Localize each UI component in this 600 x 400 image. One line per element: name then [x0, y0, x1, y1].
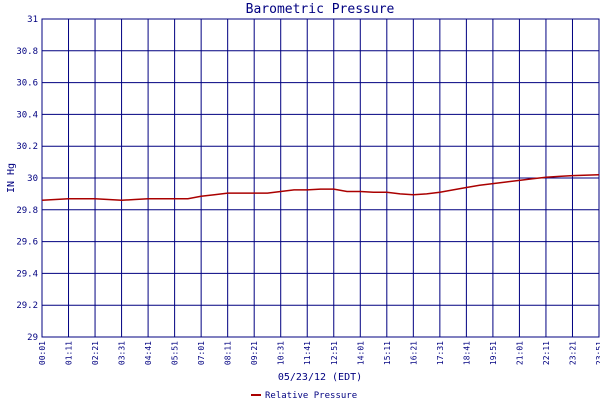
x-tick-label: 22:11	[542, 341, 551, 365]
x-tick-label: 18:41	[462, 341, 471, 365]
x-tick-label: 23:21	[568, 341, 577, 365]
y-tick-label: 30.8	[16, 47, 38, 57]
series-layer	[41, 174, 600, 202]
x-tick-label: 09:21	[250, 341, 259, 365]
x-tick-label: 15:11	[383, 341, 392, 365]
x-tick-label: 02:21	[91, 341, 100, 365]
x-tick-label: 19:51	[489, 341, 498, 365]
chart-title: Barometric Pressure	[246, 2, 395, 17]
x-tick-label: 01:11	[65, 341, 74, 365]
series-line-relative-pressure	[41, 174, 600, 202]
x-tick-label: 08:11	[224, 341, 233, 365]
y-tick-label: 29.8	[16, 206, 38, 216]
y-axis-ticks: 29 29.2 29.4 29.6 29.8 30 30.2 30.4 30.6 30.8 31	[16, 15, 38, 343]
x-tick-label: 17:31	[436, 341, 445, 365]
y-tick-label: 31	[27, 15, 38, 25]
y-tick-label: 30.6	[16, 79, 38, 89]
x-tick-label: 21:01	[515, 341, 524, 365]
x-tick-label: 05:51	[171, 341, 180, 365]
y-tick-label: 30	[27, 174, 38, 184]
x-tick-label: 14:01	[356, 341, 365, 365]
x-tick-label: 16:21	[409, 341, 418, 365]
y-axis-label: IN Hg	[6, 163, 17, 193]
plot-grid	[41, 18, 600, 338]
y-tick-label: 29.6	[16, 238, 38, 248]
x-tick-label: 23:51	[595, 341, 600, 365]
y-tick-label: 30.2	[16, 142, 38, 152]
legend-label: Relative Pressure	[265, 391, 357, 400]
x-axis-label: 05/23/12 (EDT)	[278, 372, 362, 383]
y-tick-label: 29.4	[16, 269, 38, 279]
x-tick-label: 11:41	[303, 341, 312, 365]
y-tick-label: 30.4	[16, 110, 38, 120]
x-tick-label: 07:01	[197, 341, 206, 365]
x-tick-label: 00:01	[38, 341, 47, 365]
legend: Relative Pressure	[251, 391, 357, 400]
y-tick-label: 29.2	[16, 301, 38, 311]
x-axis-ticks: 00:01 01:11 02:21 03:31 04:41 05:51 07:01 08:11…	[38, 341, 600, 365]
x-tick-label: 12:51	[330, 341, 339, 365]
x-tick-label: 04:41	[144, 341, 153, 365]
y-tick-label: 29	[27, 333, 38, 343]
x-tick-label: 03:31	[118, 341, 127, 365]
x-tick-label: 10:31	[277, 341, 286, 365]
